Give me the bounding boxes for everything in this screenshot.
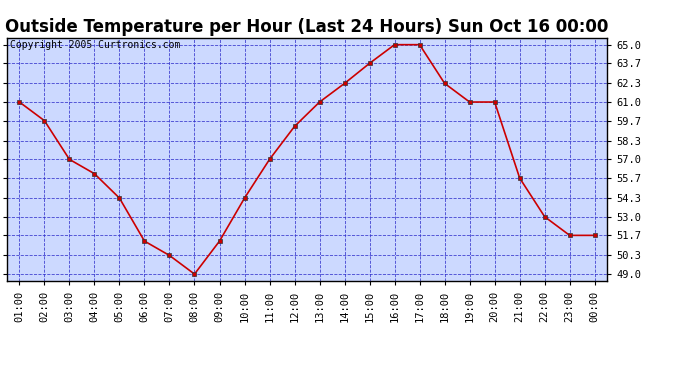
Text: Copyright 2005 Curtronics.com: Copyright 2005 Curtronics.com — [10, 40, 180, 50]
Title: Outside Temperature per Hour (Last 24 Hours) Sun Oct 16 00:00: Outside Temperature per Hour (Last 24 Ho… — [6, 18, 609, 36]
